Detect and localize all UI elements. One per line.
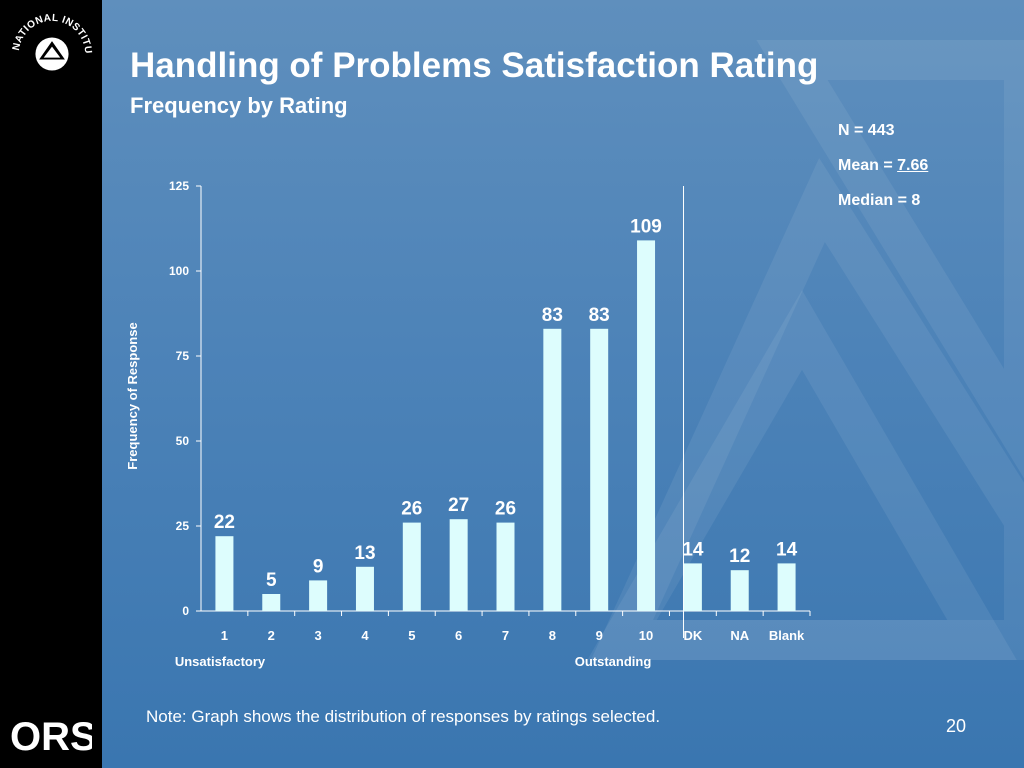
y-tick-label: 50 (176, 434, 190, 448)
x-tick-label: Blank (769, 628, 805, 643)
stat-median-value: 8 (911, 192, 921, 209)
x-tick-label: 1 (221, 628, 228, 643)
bar (449, 519, 468, 611)
x-tick-label: 7 (502, 628, 509, 643)
x-tick-label: DK (683, 628, 702, 643)
data-label: 14 (776, 539, 798, 560)
background-triangle-watermark (587, 40, 1024, 660)
nih-logo: NATIONAL INSTITUTES OF HEALTH (6, 8, 93, 71)
data-label: 13 (354, 543, 375, 564)
data-label: 26 (401, 499, 422, 520)
x-tick-label: 8 (549, 628, 556, 643)
x-tick-label: 5 (408, 628, 415, 643)
stat-n-label: N = (838, 122, 868, 139)
x-tick-label: 6 (455, 628, 462, 643)
stat-median: Median = 8 (838, 192, 920, 210)
bar (730, 570, 749, 611)
x-tick-label: 4 (361, 628, 369, 643)
bar (262, 594, 281, 611)
ors-logo: ORS (10, 715, 92, 758)
ors-logo-text: ORS (10, 715, 92, 758)
stat-n-value: 443 (867, 122, 895, 139)
sidebar: NATIONAL INSTITUTES OF HEALTH ORS (0, 0, 102, 768)
y-tick-label: 0 (182, 604, 189, 618)
data-label: 22 (214, 512, 235, 533)
bar (543, 328, 562, 611)
stat-mean-value: 7.66 (897, 157, 929, 174)
data-label: 83 (589, 305, 610, 326)
data-label: 14 (682, 539, 704, 560)
y-tick-label: 75 (176, 349, 190, 363)
stat-mean: Mean = 7.66 (838, 157, 928, 175)
bar (590, 328, 609, 611)
slide-subtitle: Frequency by Rating (130, 93, 348, 118)
stat-n: N = 443 (838, 122, 895, 140)
y-tick-label: 100 (169, 264, 189, 278)
x-tick-label: 10 (639, 628, 653, 643)
data-label: 5 (266, 570, 277, 591)
x-tick-label: 9 (596, 628, 603, 643)
bar (683, 563, 702, 611)
y-tick-label: 125 (169, 179, 189, 193)
bar (637, 240, 656, 611)
data-label: 9 (313, 556, 324, 577)
x-annotation-outstanding: Outstanding (575, 654, 652, 669)
bar (402, 522, 421, 611)
footnote: Note: Graph shows the distribution of re… (146, 707, 661, 726)
x-tick-label: NA (730, 628, 749, 643)
x-tick-label: 3 (314, 628, 321, 643)
data-label: 26 (495, 499, 516, 520)
stat-mean-label: Mean = (838, 157, 898, 174)
bar (777, 563, 796, 611)
x-tick-label: 2 (268, 628, 275, 643)
data-label: 27 (448, 495, 469, 516)
stat-median-label: Median = (838, 192, 912, 209)
slide-title: Handling of Problems Satisfaction Rating (130, 46, 819, 85)
bar (496, 522, 515, 611)
data-label: 12 (729, 546, 750, 567)
bar (355, 566, 374, 611)
y-axis-label: Frequency of Response (125, 322, 140, 469)
x-annotation-unsatisfactory: Unsatisfactory (175, 654, 266, 669)
page-number: 20 (946, 716, 967, 736)
data-label: 109 (630, 216, 662, 237)
bar (309, 580, 328, 611)
y-tick-label: 25 (176, 519, 190, 533)
data-label: 83 (542, 305, 563, 326)
bar (215, 536, 234, 611)
